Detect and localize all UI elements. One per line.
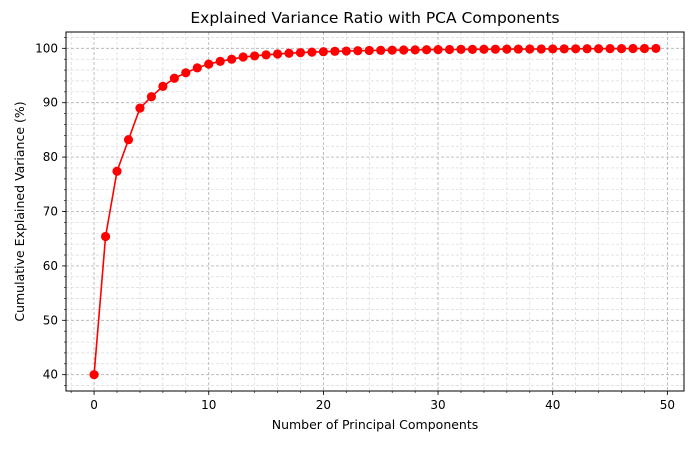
data-point	[158, 81, 168, 91]
data-point	[536, 44, 546, 54]
data-point	[651, 43, 661, 54]
y-tick-label: 60	[43, 259, 58, 273]
data-point	[192, 63, 202, 73]
data-point	[341, 46, 351, 56]
data-point	[261, 50, 271, 60]
data-point	[89, 370, 99, 380]
data-point	[571, 44, 581, 54]
data-point	[238, 52, 248, 62]
data-point	[479, 44, 489, 54]
data-point	[421, 45, 432, 55]
y-tick-label: 50	[43, 313, 58, 327]
data-point	[250, 51, 260, 61]
data-point	[330, 46, 340, 56]
data-point	[490, 44, 500, 54]
y-tick-label: 70	[43, 205, 58, 219]
data-point	[123, 135, 134, 145]
data-point	[364, 45, 374, 56]
series-layer	[89, 43, 661, 380]
data-point	[513, 44, 523, 54]
x-tick-label: 0	[90, 398, 98, 412]
data-point	[318, 47, 329, 57]
data-point	[100, 231, 111, 242]
y-tick-label: 100	[35, 41, 58, 55]
x-tick-label: 40	[545, 398, 560, 412]
data-point	[628, 43, 638, 54]
axis-ticks: 0 10 20 30 40 50 40 50 60 70 80 90 100	[35, 37, 675, 412]
plot-frame	[65, 31, 685, 392]
data-point	[387, 45, 397, 55]
data-point	[582, 44, 592, 54]
data-point	[444, 44, 455, 55]
data-point	[616, 43, 627, 54]
chart-title: Explained Variance Ratio with PCA Compon…	[190, 9, 559, 27]
data-point	[135, 103, 145, 113]
y-tick-label: 80	[43, 150, 58, 164]
data-point	[284, 48, 294, 58]
data-point	[433, 45, 443, 55]
data-point	[639, 43, 650, 54]
data-point	[456, 44, 466, 55]
data-point	[525, 44, 535, 54]
data-point	[307, 47, 317, 57]
data-point	[559, 44, 569, 54]
data-point	[215, 56, 225, 66]
data-point	[204, 59, 214, 69]
data-point	[593, 44, 604, 54]
data-point	[146, 92, 157, 102]
y-axis-label: Cumulative Explained Variance (%)	[12, 101, 27, 321]
data-point	[399, 45, 409, 55]
data-point	[112, 166, 122, 176]
x-tick-label: 10	[201, 398, 216, 412]
data-point	[272, 49, 283, 59]
data-point	[295, 48, 306, 58]
data-point	[467, 44, 478, 54]
data-point	[410, 45, 420, 55]
grid-lines	[66, 32, 684, 391]
x-tick-label: 50	[660, 398, 675, 412]
data-point	[181, 68, 191, 78]
data-point	[502, 44, 512, 54]
y-tick-label: 90	[43, 96, 58, 110]
data-point	[548, 44, 558, 54]
data-point	[169, 73, 179, 83]
data-point	[353, 46, 363, 56]
x-axis-label: Number of Principal Components	[272, 417, 479, 432]
y-tick-label: 40	[43, 368, 58, 382]
x-tick-label: 20	[316, 398, 331, 412]
data-point	[605, 44, 615, 54]
data-point	[376, 45, 386, 55]
data-point	[227, 54, 237, 64]
x-tick-label: 30	[430, 398, 445, 412]
